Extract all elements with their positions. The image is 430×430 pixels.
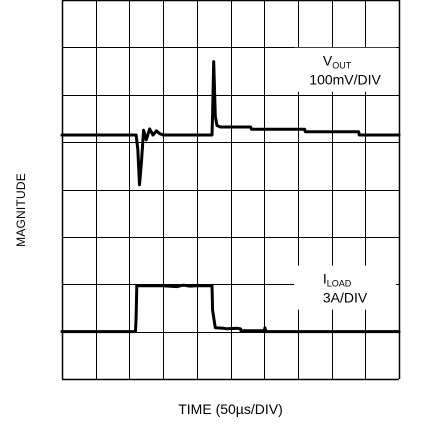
label-bg-vout: [294, 47, 397, 92]
label-name-vout: VOUT: [323, 53, 352, 71]
label-scale-vout: 100mV/DIV: [309, 72, 381, 88]
x-axis-label: TIME (50µs/DIV): [178, 401, 283, 417]
scope-traces: [60, 60, 401, 334]
label-name-iload: ILOAD: [323, 271, 352, 289]
y-axis-label-text: MAGNITUDE: [14, 173, 28, 247]
label-scale-iload: 3A/DIV: [323, 290, 368, 306]
trace-vout: [60, 60, 401, 187]
label-bg-iload: [294, 265, 397, 310]
trace-iload: [60, 283, 401, 334]
y-axis-label: MAGNITUDE: [6, 173, 36, 247]
